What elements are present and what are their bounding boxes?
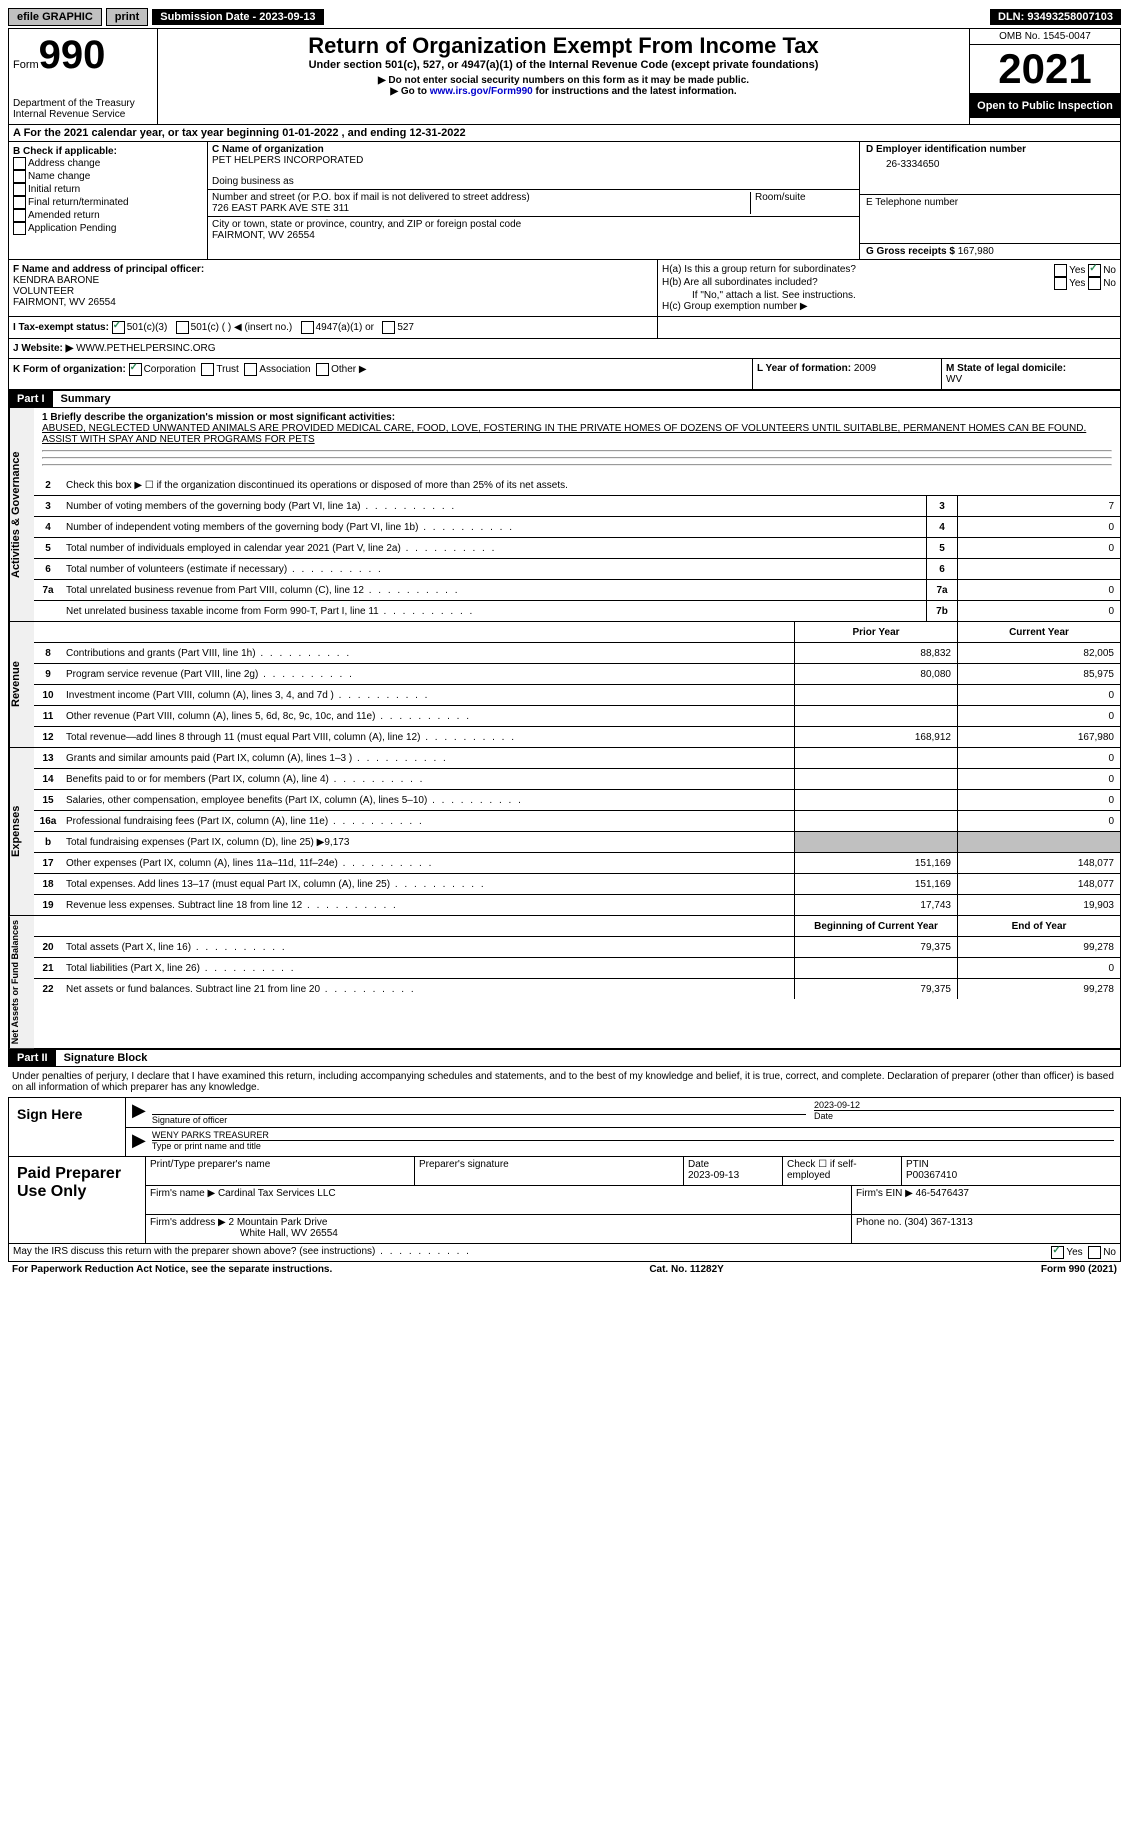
table-row: 6Total number of volunteers (estimate if… [34,559,1120,580]
row-a-tax-year: A For the 2021 calendar year, or tax yea… [8,125,1121,142]
declaration: Under penalties of perjury, I declare th… [8,1067,1121,1097]
table-row: 19Revenue less expenses. Subtract line 1… [34,895,1120,915]
table-row: 12Total revenue—add lines 8 through 11 (… [34,727,1120,747]
check-discuss-yes[interactable] [1051,1246,1064,1259]
table-row: 10Investment income (Part VIII, column (… [34,685,1120,706]
section-c: C Name of organization PET HELPERS INCOR… [208,142,859,259]
form-number: 990 [39,33,106,77]
table-row: 9Program service revenue (Part VIII, lin… [34,664,1120,685]
table-row: 15Salaries, other compensation, employee… [34,790,1120,811]
check-4947[interactable] [301,321,314,334]
check-hb-yes[interactable] [1054,277,1067,290]
table-row: 20Total assets (Part X, line 16)79,37599… [34,937,1120,958]
table-row: Net unrelated business taxable income fr… [34,601,1120,621]
dept-label: Department of the Treasury [13,98,153,109]
governance-section: Activities & Governance 1 Briefly descri… [8,408,1121,622]
table-row: bTotal fundraising expenses (Part IX, co… [34,832,1120,853]
form-label: Form [13,59,39,71]
form-note1: ▶ Do not enter social security numbers o… [162,75,965,86]
table-row: 2Check this box ▶ ☐ if the organization … [34,475,1120,496]
table-row: 18Total expenses. Add lines 13–17 (must … [34,874,1120,895]
gross-receipts: 167,980 [958,246,994,257]
irs-discuss-row: May the IRS discuss this return with the… [8,1244,1121,1262]
netassets-section: Net Assets or Fund Balances Beginning of… [8,916,1121,1049]
section-fgh: F Name and address of principal officer:… [8,260,1121,317]
irs-link[interactable]: www.irs.gov/Form990 [430,86,533,97]
firm-phone: (304) 367-1313 [904,1217,972,1228]
check-pending[interactable] [13,222,26,235]
table-row: 17Other expenses (Part IX, column (A), l… [34,853,1120,874]
year-formation: 2009 [854,363,876,374]
officer-print-name: WENY PARKS TREASURER [152,1130,1114,1140]
sign-here-section: Sign Here ▶ Signature of officer 2023-09… [8,1097,1121,1157]
section-d: D Employer identification number 26-3334… [859,142,1120,259]
table-row: 11Other revenue (Part VIII, column (A), … [34,706,1120,727]
table-row: 22Net assets or fund balances. Subtract … [34,979,1120,999]
section-j: J Website: ▶ WWW.PETHELPERSINC.ORG [8,339,1121,359]
form-title: Return of Organization Exempt From Incom… [162,33,965,59]
table-row: 16aProfessional fundraising fees (Part I… [34,811,1120,832]
part2-header: Part II Signature Block [8,1049,1121,1067]
omb-number: OMB No. 1545-0047 [970,29,1120,45]
table-row: 3Number of voting members of the governi… [34,496,1120,517]
table-row: 14Benefits paid to or for members (Part … [34,769,1120,790]
print-btn[interactable]: print [106,8,148,26]
section-b: B Check if applicable: Address change Na… [9,142,208,259]
form-header: Form990 Department of the Treasury Inter… [8,28,1121,125]
ein: 26-3334650 [866,159,1114,170]
check-ha-yes[interactable] [1054,264,1067,277]
table-row: 4Number of independent voting members of… [34,517,1120,538]
check-final-return[interactable] [13,196,26,209]
check-name-change[interactable] [13,170,26,183]
check-other[interactable] [316,363,329,376]
officer-name: KENDRA BARONE [13,275,653,286]
open-inspection: Open to Public Inspection [970,94,1120,118]
table-row: 8Contributions and grants (Part VIII, li… [34,643,1120,664]
efile-btn[interactable]: efile GRAPHIC [8,8,102,26]
table-row: 21Total liabilities (Part X, line 26)0 [34,958,1120,979]
state-domicile: WV [946,374,1116,385]
org-name: PET HELPERS INCORPORATED [212,155,855,166]
tax-year: 2021 [970,45,1120,94]
submission-date: Submission Date - 2023-09-13 [152,9,323,25]
table-row: 5Total number of individuals employed in… [34,538,1120,559]
org-address: 726 EAST PARK AVE STE 311 [212,203,750,214]
footer: For Paperwork Reduction Act Notice, see … [8,1262,1121,1277]
form-note2: ▶ Go to www.irs.gov/Form990 for instruct… [162,86,965,97]
ptin: P00367410 [906,1170,957,1181]
table-row: 13Grants and similar amounts paid (Part … [34,748,1120,769]
expenses-section: Expenses 13Grants and similar amounts pa… [8,748,1121,916]
website: WWW.PETHELPERSINC.ORG [76,343,215,354]
table-row: 7aTotal unrelated business revenue from … [34,580,1120,601]
form-subtitle: Under section 501(c), 527, or 4947(a)(1)… [162,59,965,71]
section-bcd: B Check if applicable: Address change Na… [8,142,1121,260]
check-ha-no[interactable] [1088,264,1101,277]
check-amended[interactable] [13,209,26,222]
irs-label: Internal Revenue Service [13,109,153,120]
part1-header: Part I Summary [8,390,1121,408]
check-discuss-no[interactable] [1088,1246,1101,1259]
check-assoc[interactable] [244,363,257,376]
check-501c3[interactable] [112,321,125,334]
check-corp[interactable] [129,363,142,376]
check-address-change[interactable] [13,157,26,170]
dln: DLN: 93493258007103 [990,9,1121,25]
check-trust[interactable] [201,363,214,376]
org-city: FAIRMONT, WV 26554 [212,230,855,241]
check-hb-no[interactable] [1088,277,1101,290]
sign-date: 2023-09-12 [814,1100,1114,1110]
firm-ein: 46-5476437 [916,1188,969,1199]
section-klm: K Form of organization: Corporation Trus… [8,359,1121,390]
firm-name: Cardinal Tax Services LLC [218,1188,336,1199]
check-501c[interactable] [176,321,189,334]
revenue-section: Revenue Prior Year Current Year 8Contrib… [8,622,1121,748]
mission-text: ABUSED, NEGLECTED UNWANTED ANIMALS ARE P… [42,423,1112,445]
check-527[interactable] [382,321,395,334]
check-initial-return[interactable] [13,183,26,196]
paid-preparer-section: Paid Preparer Use Only Print/Type prepar… [8,1157,1121,1244]
prep-date: 2023-09-13 [688,1170,739,1181]
top-toolbar: efile GRAPHIC print Submission Date - 20… [8,8,1121,26]
